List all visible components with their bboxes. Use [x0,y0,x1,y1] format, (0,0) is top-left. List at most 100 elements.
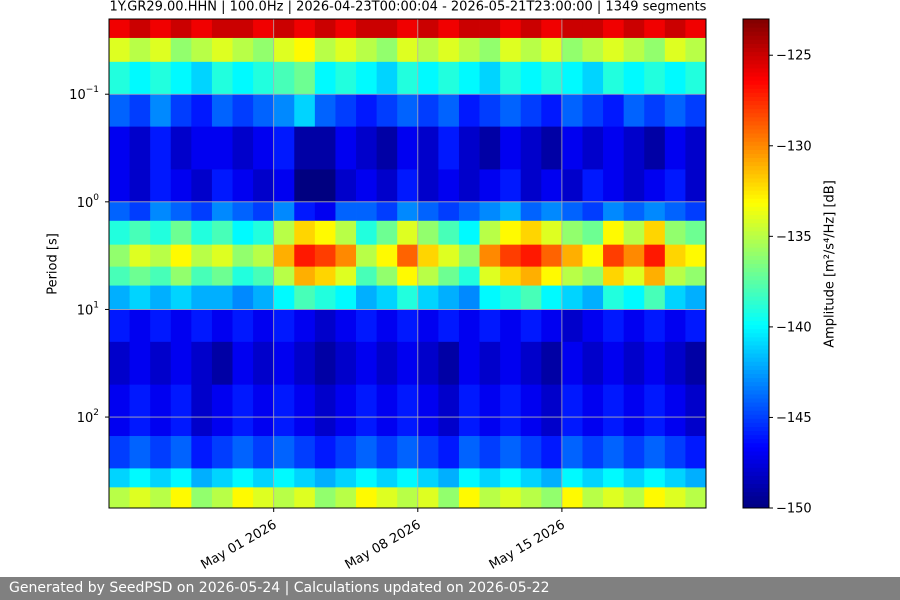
heatmap-cell [376,309,398,343]
heatmap-cell [273,436,295,469]
colorbar-step [743,19,769,24]
heatmap-cell [582,19,604,39]
heatmap-cell [211,285,233,310]
heatmap-cell [314,244,336,268]
heatmap-cell [520,201,542,222]
colorbar-step [743,63,769,69]
heatmap-cell [438,436,460,469]
heatmap-cell [211,487,233,509]
heatmap-cell [458,37,480,63]
colorbar-step [743,455,769,460]
heatmap-cell [685,384,707,437]
heatmap-cell [191,436,213,469]
heatmap-cell [314,487,336,509]
heatmap-cell [170,309,192,343]
heatmap-cell [294,169,316,203]
heatmap-cell [397,487,419,509]
colorbar-step [743,218,769,224]
heatmap-cell [644,487,666,509]
heatmap-cell [582,384,604,437]
heatmap-cell [500,220,522,246]
colorbar-step [743,483,769,489]
heatmap-cell [211,436,233,469]
colorbar-step [743,67,769,73]
heatmap-cell [541,201,563,222]
heatmap-cell [191,487,213,509]
heatmap-cell [623,201,645,222]
heatmap-cell [541,468,563,488]
heatmap-cell [232,61,254,95]
heatmap-cell [582,468,604,488]
heatmap-cell [170,201,192,222]
heatmap-cell [253,220,275,246]
heatmap-cell [273,201,295,222]
heatmap-cell [479,37,501,63]
heatmap-cell [109,61,130,95]
heatmap-cell [438,37,460,63]
heatmap-cell [417,341,439,386]
heatmap-cell [294,309,316,343]
heatmap-cell [685,487,707,509]
heatmap-cell [150,436,172,469]
colorbar-step [743,304,769,309]
colorbar-step [743,430,769,436]
heatmap-cell [479,341,501,386]
heatmap-cell [129,169,151,203]
heatmap-cell [623,169,645,203]
heatmap-cell [314,201,336,222]
heatmap-cell [582,126,604,170]
heatmap-cell [273,61,295,95]
heatmap-cell [582,487,604,509]
heatmap-cell [397,169,419,203]
heatmap-cell [541,169,563,203]
heatmap-cell [376,436,398,469]
colorbar-step [743,499,769,505]
heatmap-cell [397,436,419,469]
chart: 1Y.GR29.00.HHN | 100.0Hz | 2026-04-23T00… [46,0,838,573]
heatmap-cell [520,266,542,286]
colorbar-step [743,214,769,220]
heatmap-cell [335,436,357,469]
colorbar-step [743,336,769,342]
heatmap-cell [644,285,666,310]
heatmap-cell [520,19,542,39]
heatmap-cell [335,19,357,39]
heatmap-cell [253,61,275,95]
colorbar-step [743,308,769,313]
colorbar-step [743,283,769,289]
heatmap-cell [561,94,583,128]
heatmap-cell [150,169,172,203]
colorbar-step [743,153,769,159]
colorbar-step [743,129,769,134]
heatmap-cell [211,468,233,488]
heatmap-cell [294,266,316,286]
y-tick-power: 1 [93,300,99,310]
heatmap-cell [232,220,254,246]
heatmap-cell [211,169,233,203]
heatmap-cell [273,309,295,343]
heatmap-cell [314,384,336,437]
heatmap-cell [170,94,192,128]
colorbar-step [743,27,769,32]
heatmap-cell [458,468,480,488]
heatmap-cell [356,468,378,488]
heatmap-cell [664,285,686,310]
colorbar-step [743,112,769,118]
heatmap-cell [479,94,501,128]
heatmap-cell [664,266,686,286]
heatmap-cell [603,61,625,95]
heatmap-cell [232,126,254,170]
heatmap-cell [356,169,378,203]
colorbar-step [743,345,769,350]
colorbar-step [743,84,769,89]
heatmap-cell [500,285,522,310]
heatmap-cell [129,61,151,95]
heatmap-cell [335,487,357,509]
heatmap-cell [623,266,645,286]
heatmap-cell [211,341,233,386]
heatmap-cell [335,169,357,203]
heatmap-cell [253,126,275,170]
heatmap-cell [232,169,254,203]
heatmap-cell [438,94,460,128]
heatmap-cell [623,341,645,386]
